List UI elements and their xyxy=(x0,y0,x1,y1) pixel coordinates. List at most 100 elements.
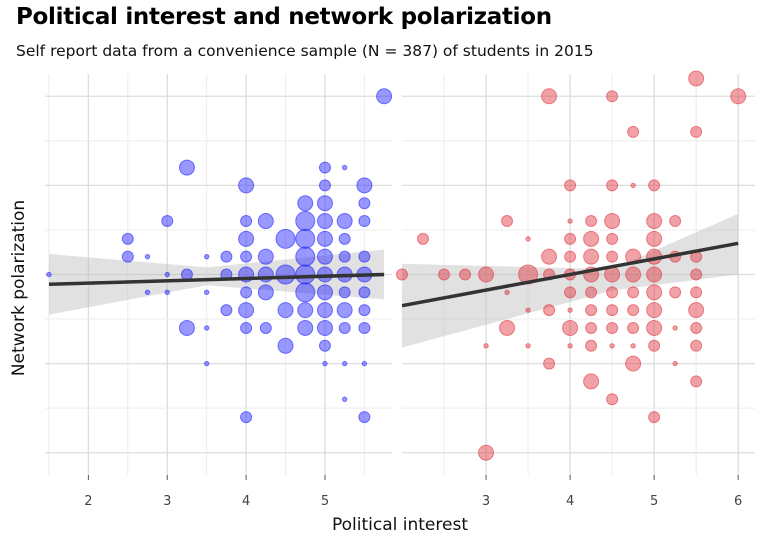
data-point xyxy=(567,218,573,224)
data-point xyxy=(295,282,316,303)
data-point xyxy=(203,325,210,331)
data-point xyxy=(240,321,253,334)
data-point xyxy=(606,286,619,299)
data-point xyxy=(499,319,516,336)
data-point xyxy=(338,250,351,263)
data-point xyxy=(318,339,331,352)
data-point xyxy=(690,125,703,138)
data-point xyxy=(438,268,451,281)
data-point xyxy=(688,302,705,319)
data-point xyxy=(341,396,348,402)
data-point xyxy=(690,286,703,299)
data-point xyxy=(567,343,573,349)
data-point xyxy=(257,213,274,230)
data-point xyxy=(648,179,661,192)
data-point xyxy=(567,307,573,313)
data-point xyxy=(338,321,351,334)
data-point xyxy=(672,325,678,331)
data-point xyxy=(606,179,619,192)
data-point xyxy=(238,302,255,319)
data-point xyxy=(459,268,472,281)
data-point xyxy=(646,230,663,247)
data-point xyxy=(606,250,619,263)
data-point xyxy=(316,195,333,212)
data-point xyxy=(541,88,558,105)
data-point xyxy=(688,70,705,87)
x-tick-label: 3 xyxy=(482,494,490,509)
x-tick-label: 5 xyxy=(650,494,658,509)
data-point xyxy=(295,246,316,267)
data-point xyxy=(144,289,151,296)
data-point xyxy=(318,161,331,174)
data-point xyxy=(543,357,556,370)
data-point xyxy=(121,232,134,245)
data-point xyxy=(585,286,598,299)
data-point xyxy=(525,343,531,349)
data-point xyxy=(358,215,371,228)
y-axis-title: Network polarization xyxy=(9,200,29,376)
x-tick-label: 4 xyxy=(242,494,250,509)
data-point xyxy=(627,286,640,299)
data-point xyxy=(606,304,619,317)
data-point xyxy=(358,321,371,334)
trend-line xyxy=(401,241,739,308)
data-point xyxy=(295,264,316,285)
data-point xyxy=(341,164,348,171)
data-point xyxy=(478,444,495,461)
data-point xyxy=(338,286,351,299)
data-point xyxy=(338,232,351,245)
data-point xyxy=(376,88,393,105)
x-tick-label: 6 xyxy=(734,494,742,509)
data-point xyxy=(564,179,577,192)
data-point xyxy=(562,319,579,336)
data-point xyxy=(356,177,373,194)
data-point xyxy=(606,90,619,103)
data-point xyxy=(358,411,371,424)
data-point xyxy=(648,411,661,424)
data-point xyxy=(564,286,577,299)
x-tick-label: 5 xyxy=(321,494,329,509)
panel-right: 3 4 5 6 xyxy=(396,70,755,509)
data-point xyxy=(585,321,598,334)
data-point xyxy=(646,266,663,283)
data-point xyxy=(625,266,642,283)
data-point xyxy=(121,250,134,263)
data-point xyxy=(336,213,353,230)
data-point xyxy=(609,343,615,349)
data-point xyxy=(627,125,640,138)
data-point xyxy=(336,302,353,319)
data-point xyxy=(525,236,531,242)
data-point xyxy=(606,232,619,245)
data-point xyxy=(178,319,195,336)
data-point xyxy=(690,339,703,352)
data-point xyxy=(240,215,253,228)
data-point xyxy=(669,286,682,299)
data-point xyxy=(203,360,210,367)
data-point xyxy=(238,230,255,247)
data-point xyxy=(483,343,489,349)
x-axis-title: Political interest xyxy=(332,515,468,535)
data-point xyxy=(585,215,598,228)
data-point xyxy=(257,248,274,265)
data-point xyxy=(358,286,371,299)
data-point xyxy=(259,321,272,334)
data-point xyxy=(240,250,253,263)
data-point xyxy=(297,319,314,336)
data-point xyxy=(316,319,333,336)
data-point xyxy=(564,250,577,263)
data-point xyxy=(220,304,233,317)
data-point xyxy=(240,286,253,299)
data-point xyxy=(627,321,640,334)
data-point xyxy=(606,321,619,334)
data-point xyxy=(316,230,333,247)
data-point xyxy=(358,304,371,317)
chart-title: Political interest and network polarizat… xyxy=(16,4,552,30)
data-point xyxy=(543,304,556,317)
data-point xyxy=(646,213,663,230)
data-point xyxy=(630,182,636,189)
data-point xyxy=(277,337,294,354)
data-point xyxy=(525,307,531,313)
data-point xyxy=(46,271,52,278)
data-point xyxy=(297,195,314,212)
